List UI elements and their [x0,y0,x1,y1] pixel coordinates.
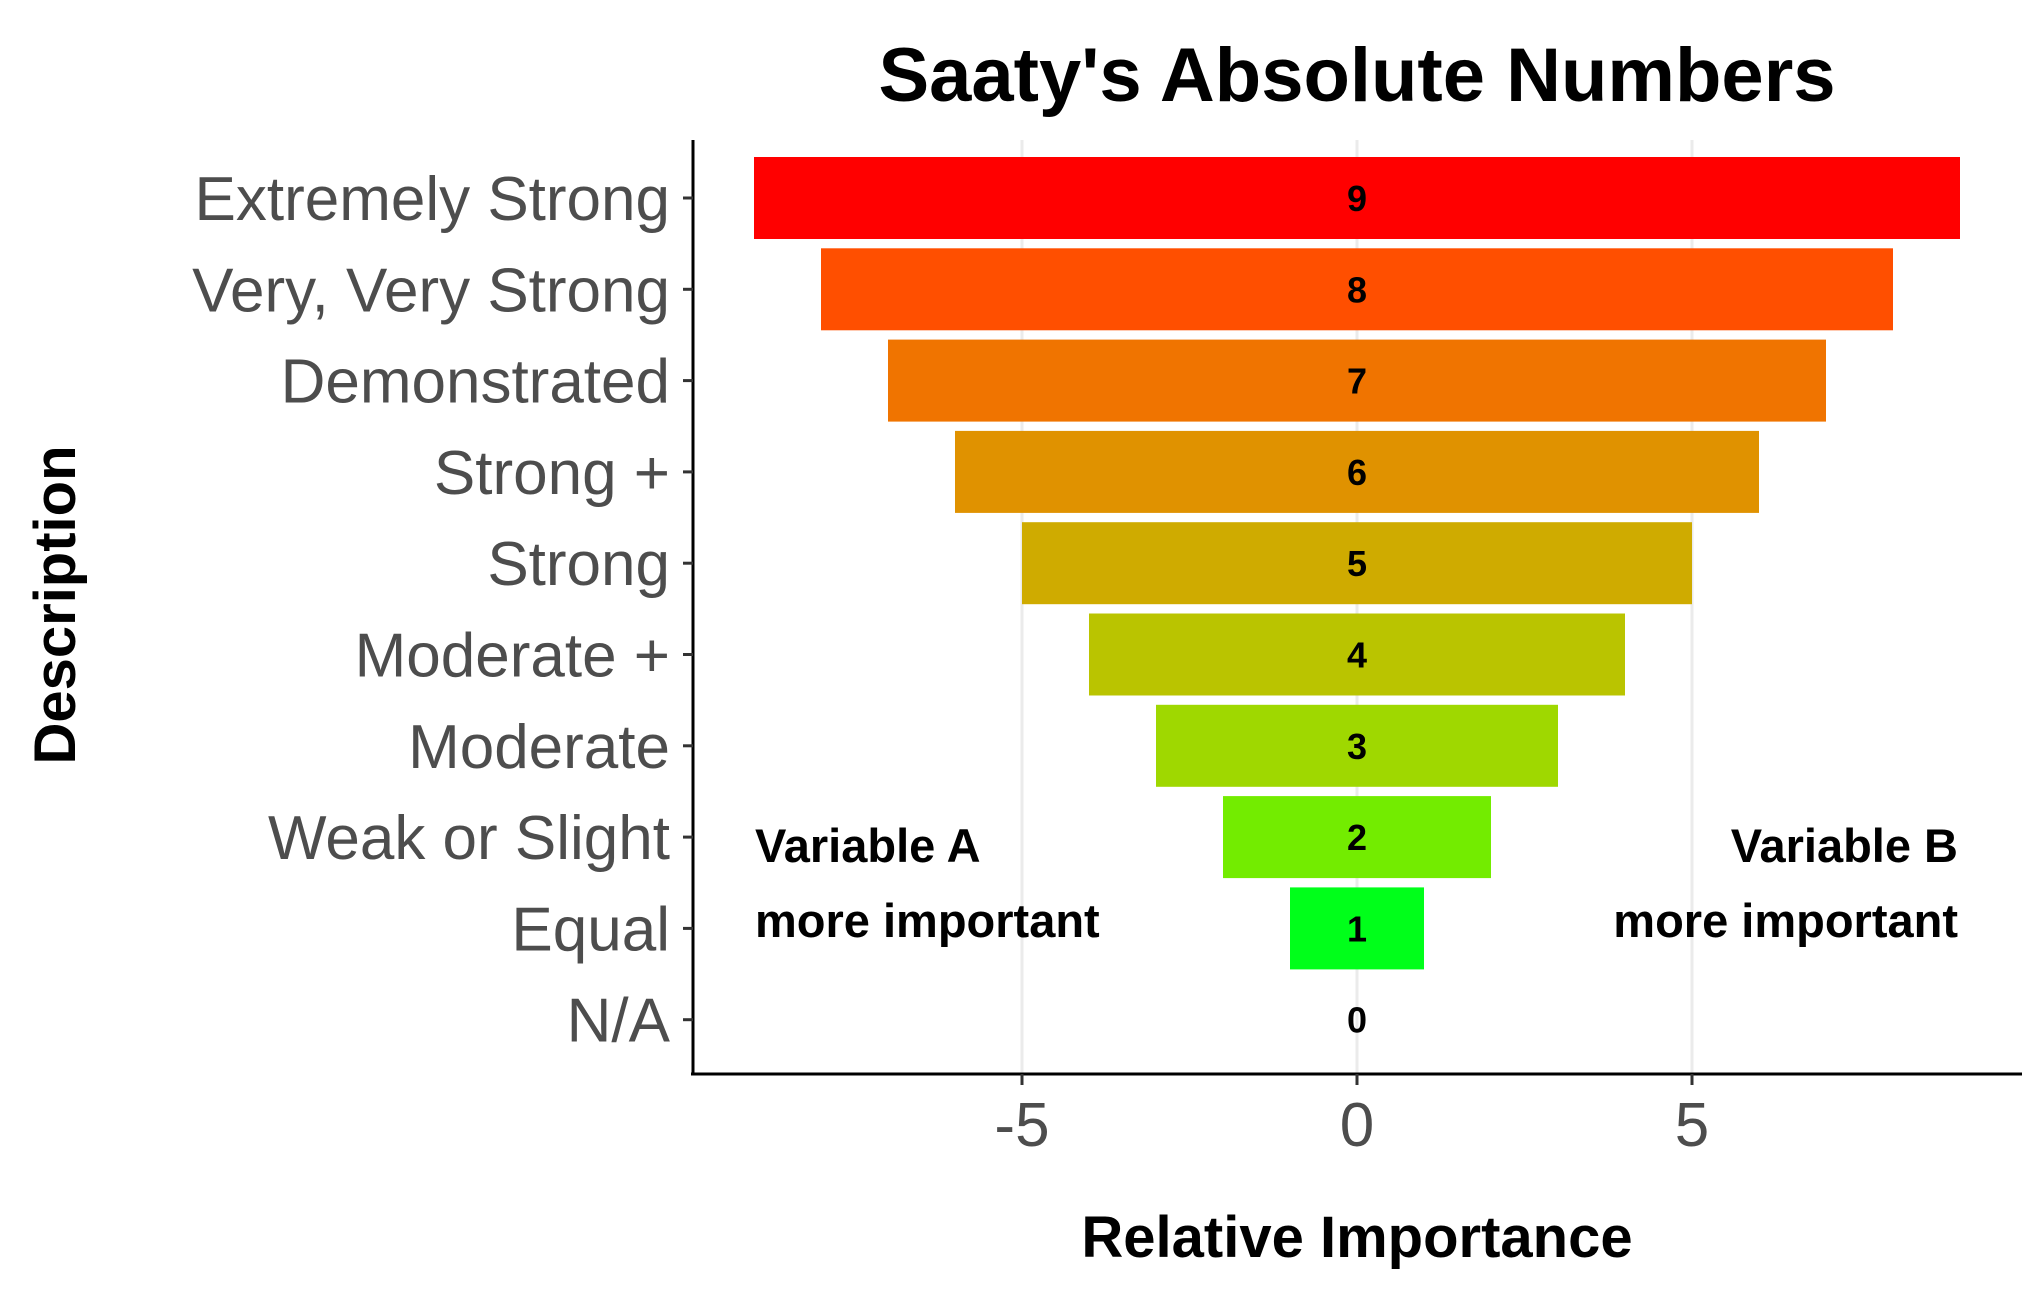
value-label-8: 1 [1347,908,1367,949]
bar-7 [1223,796,1491,879]
category-label-7: Weak or Slight [268,804,670,873]
x-tick-labels: -5 0 5 [994,1091,1709,1160]
category-labels: Extremely Strong Very, Very Strong Demonst… [192,165,671,1056]
bar-2 [888,339,1826,422]
value-label-2: 7 [1347,361,1367,402]
annotation-right-line2: more important [1613,894,1958,947]
category-label-9: N/A [567,987,671,1056]
bar-3 [955,430,1759,513]
annotation-left-line1: Variable A [755,819,981,872]
category-label-6: Moderate [408,713,670,782]
value-label-7: 2 [1347,817,1367,858]
category-label-2: Demonstrated [281,348,670,417]
y-axis-title: Description [23,445,88,764]
x-tick-label-0: -5 [994,1091,1049,1160]
x-axis-title: Relative Importance [1081,1205,1632,1270]
bar-5 [1089,613,1625,696]
y-ticks [683,196,693,1022]
bar-1 [821,248,1893,331]
value-label-5: 4 [1347,635,1367,676]
annotation-left-line2: more important [755,894,1100,947]
value-label-6: 3 [1347,726,1367,767]
category-label-4: Strong [487,530,670,599]
annotation-right-line1: Variable B [1731,819,1958,872]
value-label-0: 9 [1347,178,1367,219]
bar-6 [1156,704,1558,787]
chart-title: Saaty's Absolute Numbers [878,33,1835,118]
x-tick-label-1: 0 [1340,1091,1374,1160]
value-label-1: 8 [1347,269,1367,310]
value-label-3: 6 [1347,452,1367,493]
value-label-4: 5 [1347,543,1367,584]
bar-8 [1290,887,1424,970]
value-labels: 9 8 7 6 5 4 3 2 1 0 [1347,178,1367,1041]
bar-0 [754,157,1960,239]
category-label-8: Equal [511,895,670,964]
value-label-9: 0 [1347,1000,1367,1041]
bars [754,157,1960,970]
category-label-1: Very, Very Strong [192,256,670,325]
category-label-5: Moderate + [355,622,670,691]
category-label-0: Extremely Strong [194,165,670,234]
x-tick-label-2: 5 [1675,1091,1709,1160]
x-ticks [1020,1074,1694,1085]
bar-4 [1022,522,1692,605]
category-label-3: Strong + [434,439,670,508]
